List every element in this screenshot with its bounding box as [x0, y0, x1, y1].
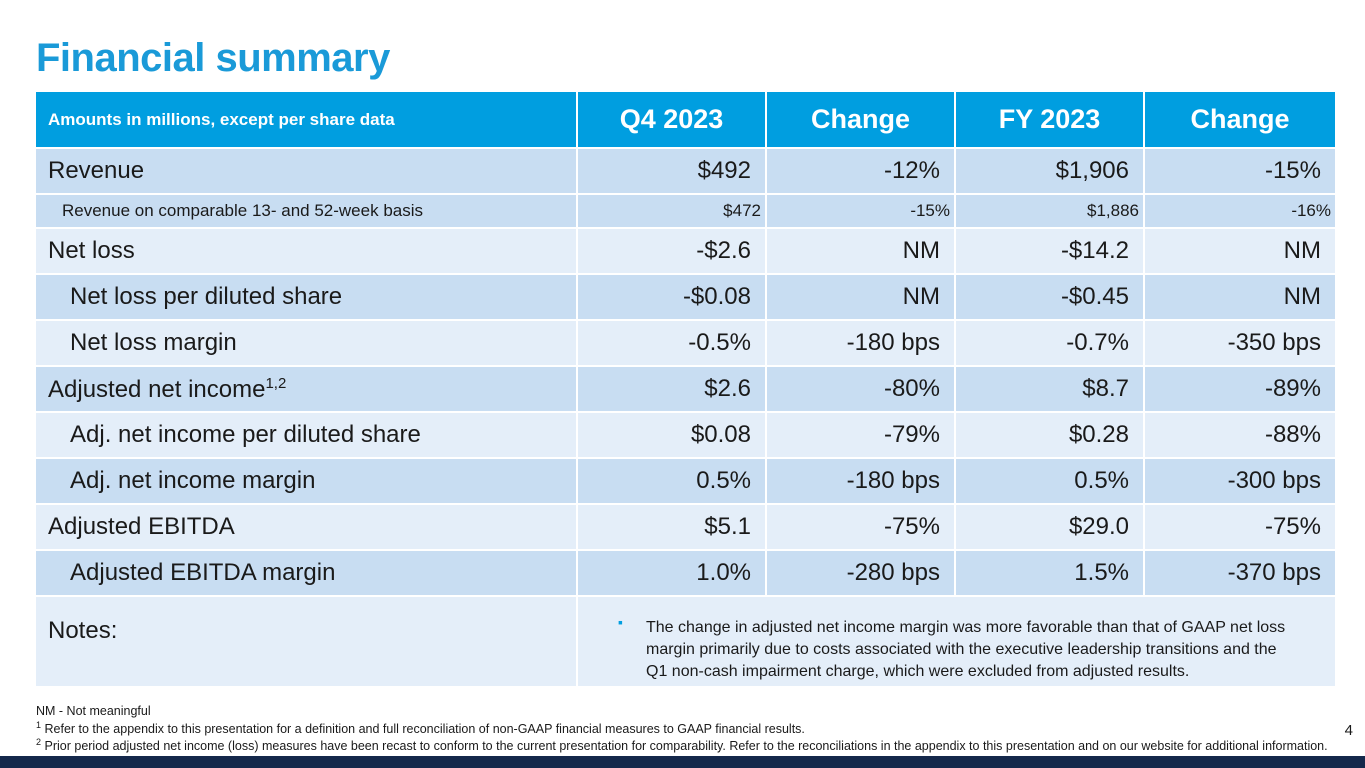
- header-q4-change: Change: [767, 92, 954, 147]
- cell-value: -0.7%: [956, 321, 1143, 365]
- cell-value: $1,886: [956, 195, 1143, 227]
- cell-value: -280 bps: [767, 551, 954, 595]
- notes-cell: ▪ The change in adjusted net income margi…: [578, 597, 1335, 686]
- cell-value: $472: [578, 195, 765, 227]
- notes-bullet-item: ▪ The change in adjusted net income margi…: [588, 597, 1321, 683]
- notes-label-cell: Notes:: [36, 597, 576, 686]
- row-label: Revenue on comparable 13- and 52-week ba…: [36, 195, 576, 227]
- row-label: Adjusted EBITDA margin: [36, 551, 576, 595]
- cell-value: $5.1: [578, 505, 765, 549]
- header-fy-change: Change: [1145, 92, 1335, 147]
- row-label-text: Adjusted EBITDA: [48, 513, 235, 540]
- page-number: 4: [1344, 722, 1353, 739]
- notes-label: Notes:: [48, 617, 118, 644]
- bullet-icon: ▪: [618, 614, 623, 630]
- cell-value: NM: [1145, 229, 1335, 273]
- cell-value: -15%: [767, 195, 954, 227]
- row-label-text: Adjusted EBITDA margin: [70, 559, 336, 586]
- cell-value: -370 bps: [1145, 551, 1335, 595]
- header-fy-2023: FY 2023: [956, 92, 1143, 147]
- cell-value: $0.28: [956, 413, 1143, 457]
- table-row: Net loss per diluted share -$0.08 NM -$0.45…: [36, 275, 1335, 319]
- footer-bar: [0, 756, 1365, 768]
- footnote-1-mark: 1: [36, 720, 42, 730]
- table-row: Adj. net income margin 0.5% -180 bps 0.5% -3…: [36, 459, 1335, 503]
- cell-value: $1,906: [956, 149, 1143, 193]
- header-amounts: Amounts in millions, except per share da…: [36, 92, 576, 147]
- footnote-2: 2 Prior period adjusted net income (loss…: [36, 737, 1328, 753]
- financial-summary-table: Amounts in millions, except per share da…: [34, 90, 1337, 688]
- cell-value: 1.0%: [578, 551, 765, 595]
- table-row: Adjusted EBITDA $5.1 -75% $29.0 -75%: [36, 505, 1335, 549]
- page-title: Financial summary: [36, 36, 390, 80]
- footnote-1-text: Refer to the appendix to this presentati…: [44, 722, 805, 737]
- cell-value: $8.7: [956, 367, 1143, 411]
- cell-value: 1.5%: [956, 551, 1143, 595]
- cell-value: NM: [1145, 275, 1335, 319]
- row-label-text: Adjusted net income: [48, 375, 266, 403]
- row-label: Adjusted EBITDA: [36, 505, 576, 549]
- table-row: Adjusted EBITDA margin 1.0% -280 bps 1.5% -3…: [36, 551, 1335, 595]
- table-row: Adjusted net income1,2 $2.6 -80% $8.7 -89%: [36, 367, 1335, 411]
- row-label: Adj. net income margin: [36, 459, 576, 503]
- table-header-row: Amounts in millions, except per share da…: [36, 92, 1335, 147]
- cell-value: $492: [578, 149, 765, 193]
- row-label: Adj. net income per diluted share: [36, 413, 576, 457]
- cell-value: -16%: [1145, 195, 1335, 227]
- cell-value: NM: [767, 229, 954, 273]
- cell-value: -$2.6: [578, 229, 765, 273]
- table-row: Net loss -$2.6 NM -$14.2 NM: [36, 229, 1335, 273]
- row-label-text: Revenue: [48, 157, 145, 184]
- cell-value: 0.5%: [956, 459, 1143, 503]
- row-label: Net loss: [36, 229, 576, 273]
- footnote-nm: NM - Not meaningful: [36, 704, 151, 718]
- cell-value: NM: [767, 275, 954, 319]
- table-row: Adj. net income per diluted share $0.08 -7…: [36, 413, 1335, 457]
- row-label: Net loss per diluted share: [36, 275, 576, 319]
- cell-value: -75%: [1145, 505, 1335, 549]
- footnote-2-mark: 2: [36, 737, 42, 747]
- row-label-text: Net loss margin: [70, 329, 237, 356]
- row-label-text: Net loss per diluted share: [70, 283, 343, 310]
- notes-text: The change in adjusted net income margin…: [646, 619, 1286, 680]
- cell-value: -0.5%: [578, 321, 765, 365]
- row-label-text: Revenue on comparable 13- and 52-week ba…: [62, 201, 424, 220]
- row-label: Adjusted net income1,2: [36, 367, 576, 411]
- cell-value: $29.0: [956, 505, 1143, 549]
- table-row: Revenue $492 -12% $1,906 -15%: [36, 149, 1335, 193]
- cell-value: -80%: [767, 367, 954, 411]
- cell-value: -180 bps: [767, 459, 954, 503]
- footnote-2-text: Prior period adjusted net income (loss) …: [44, 739, 1328, 754]
- row-label-text: Adj. net income per diluted share: [70, 421, 421, 448]
- table-row: Revenue on comparable 13- and 52-week ba…: [36, 195, 1335, 227]
- cell-value: -$14.2: [956, 229, 1143, 273]
- footnote-ref: 1,2: [265, 374, 287, 392]
- row-label-text: Adj. net income margin: [70, 467, 316, 494]
- row-label: Net loss margin: [36, 321, 576, 365]
- cell-value: -89%: [1145, 367, 1335, 411]
- cell-value: -88%: [1145, 413, 1335, 457]
- cell-value: -350 bps: [1145, 321, 1335, 365]
- footnote-1: 1 Refer to the appendix to this presenta…: [36, 720, 805, 736]
- cell-value: -300 bps: [1145, 459, 1335, 503]
- table-row: Net loss margin -0.5% -180 bps -0.7% -350 bp…: [36, 321, 1335, 365]
- cell-value: $0.08: [578, 413, 765, 457]
- cell-value: $2.6: [578, 367, 765, 411]
- cell-value: -12%: [767, 149, 954, 193]
- cell-value: -75%: [767, 505, 954, 549]
- cell-value: 0.5%: [578, 459, 765, 503]
- cell-value: -180 bps: [767, 321, 954, 365]
- header-q4-2023: Q4 2023: [578, 92, 765, 147]
- cell-value: -$0.45: [956, 275, 1143, 319]
- row-label: Revenue: [36, 149, 576, 193]
- row-label-text: Net loss: [48, 237, 135, 264]
- notes-row: Notes: ▪ The change in adjusted net income…: [36, 597, 1335, 686]
- cell-value: -79%: [767, 413, 954, 457]
- cell-value: -15%: [1145, 149, 1335, 193]
- cell-value: -$0.08: [578, 275, 765, 319]
